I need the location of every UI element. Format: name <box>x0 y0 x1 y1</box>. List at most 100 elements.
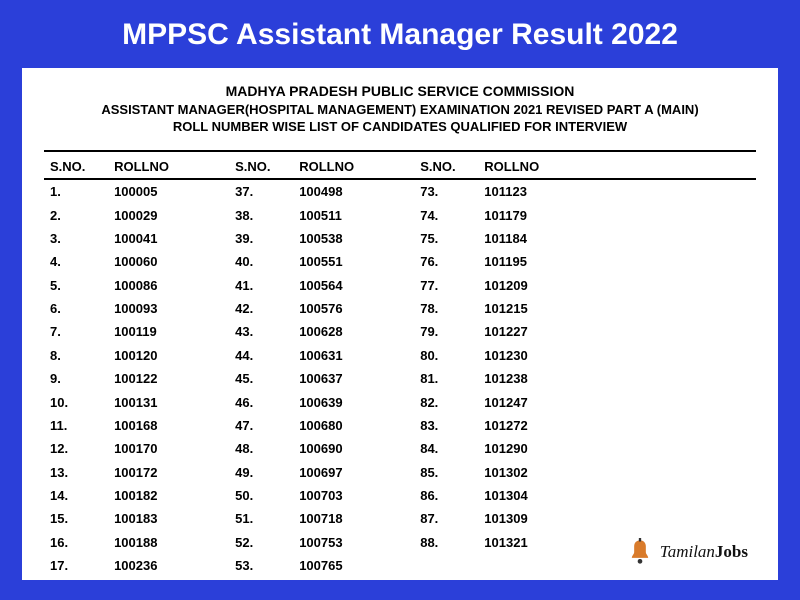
spacer-cell <box>208 484 229 507</box>
spacer-cell <box>208 179 229 203</box>
roll-cell: 100168 <box>108 414 208 437</box>
sno-cell: 77. <box>414 273 478 296</box>
col-header-sno: S.NO. <box>229 155 293 179</box>
tail-cell <box>578 507 756 530</box>
sno-cell: 87. <box>414 507 478 530</box>
roll-cell: 101247 <box>478 390 578 413</box>
tail-cell <box>578 390 756 413</box>
table-body: 1.10000537.10049873.1011232.10002938.100… <box>44 179 756 577</box>
tail-cell <box>578 484 756 507</box>
sno-cell: 10. <box>44 390 108 413</box>
roll-cell: 101179 <box>478 203 578 226</box>
spacer-cell <box>208 554 229 577</box>
spacer-cell <box>208 367 229 390</box>
sno-cell: 47. <box>229 414 293 437</box>
spacer-cell <box>393 460 414 483</box>
table-row: 11.10016847.10068083.101272 <box>44 414 756 437</box>
roll-cell: 100718 <box>293 507 393 530</box>
roll-cell: 100498 <box>293 179 393 203</box>
logo-text-part1: Tamilan <box>660 542 715 561</box>
tail-cell <box>578 179 756 203</box>
col-header-rollno: ROLLNO <box>478 155 578 179</box>
sno-cell: 75. <box>414 227 478 250</box>
spacer-cell <box>208 344 229 367</box>
sno-cell: 37. <box>229 179 293 203</box>
roll-cell: 101304 <box>478 484 578 507</box>
sno-cell: 81. <box>414 367 478 390</box>
sno-cell: 53. <box>229 554 293 577</box>
roll-cell: 100120 <box>108 344 208 367</box>
sno-cell: 82. <box>414 390 478 413</box>
sno-cell: 43. <box>229 320 293 343</box>
sno-cell: 8. <box>44 344 108 367</box>
spacer-cell <box>393 227 414 250</box>
sno-cell <box>414 554 478 577</box>
spacer-cell <box>393 250 414 273</box>
roll-cell: 100041 <box>108 227 208 250</box>
spacer-cell <box>208 297 229 320</box>
roll-cell: 100628 <box>293 320 393 343</box>
sno-cell: 11. <box>44 414 108 437</box>
roll-cell: 101309 <box>478 507 578 530</box>
roll-cell: 100637 <box>293 367 393 390</box>
sno-cell: 45. <box>229 367 293 390</box>
roll-cell: 100119 <box>108 320 208 343</box>
org-name: MADHYA PRADESH PUBLIC SERVICE COMMISSION <box>44 82 756 101</box>
spacer-cell <box>393 179 414 203</box>
sno-cell: 84. <box>414 437 478 460</box>
table-row: 1.10000537.10049873.101123 <box>44 179 756 203</box>
roll-cell: 101302 <box>478 460 578 483</box>
roll-cell: 100538 <box>293 227 393 250</box>
header-rule <box>44 150 756 152</box>
logo-text: TamilanJobs <box>660 542 748 562</box>
spacer-cell <box>208 460 229 483</box>
roll-cell: 101230 <box>478 344 578 367</box>
sno-cell: 12. <box>44 437 108 460</box>
roll-cell: 100690 <box>293 437 393 460</box>
sno-cell: 3. <box>44 227 108 250</box>
table-header-row: S.NO. ROLLNO S.NO. ROLLNO S.NO. ROLLNO <box>44 155 756 179</box>
sno-cell: 80. <box>414 344 478 367</box>
spacer-cell <box>208 203 229 226</box>
spacer-cell <box>393 390 414 413</box>
table-row: 8.10012044.10063180.101230 <box>44 344 756 367</box>
roll-cell: 100005 <box>108 179 208 203</box>
table-row: 15.10018351.10071887.101309 <box>44 507 756 530</box>
sno-cell: 16. <box>44 531 108 554</box>
table-row: 12.10017048.10069084.101290 <box>44 437 756 460</box>
sno-cell: 88. <box>414 531 478 554</box>
roll-cell: 101215 <box>478 297 578 320</box>
spacer-cell <box>393 320 414 343</box>
tail-cell <box>578 344 756 367</box>
spacer-cell <box>393 273 414 296</box>
sno-cell: 50. <box>229 484 293 507</box>
roll-cell: 100188 <box>108 531 208 554</box>
spacer-cell <box>208 531 229 554</box>
table-row: 10.10013146.10063982.101247 <box>44 390 756 413</box>
table-row: 14.10018250.10070386.101304 <box>44 484 756 507</box>
result-document: MADHYA PRADESH PUBLIC SERVICE COMMISSION… <box>22 68 778 580</box>
roll-cell: 100236 <box>108 554 208 577</box>
tail-cell <box>578 460 756 483</box>
roll-cell: 100551 <box>293 250 393 273</box>
roll-cell: 100697 <box>293 460 393 483</box>
sno-cell: 7. <box>44 320 108 343</box>
table-row: 4.10006040.10055176.101195 <box>44 250 756 273</box>
roll-cell: 101195 <box>478 250 578 273</box>
spacer-cell <box>208 437 229 460</box>
sno-cell: 38. <box>229 203 293 226</box>
sno-cell: 2. <box>44 203 108 226</box>
roll-cell: 101272 <box>478 414 578 437</box>
page-title: MPPSC Assistant Manager Result 2022 <box>0 0 800 68</box>
sno-cell: 14. <box>44 484 108 507</box>
roll-cell: 100122 <box>108 367 208 390</box>
sno-cell: 5. <box>44 273 108 296</box>
table-row: 7.10011943.10062879.101227 <box>44 320 756 343</box>
sno-cell: 73. <box>414 179 478 203</box>
roll-cell: 100631 <box>293 344 393 367</box>
spacer-cell <box>208 507 229 530</box>
col-spacer <box>393 155 414 179</box>
spacer-cell <box>208 390 229 413</box>
tail-cell <box>578 437 756 460</box>
roll-cell: 100182 <box>108 484 208 507</box>
